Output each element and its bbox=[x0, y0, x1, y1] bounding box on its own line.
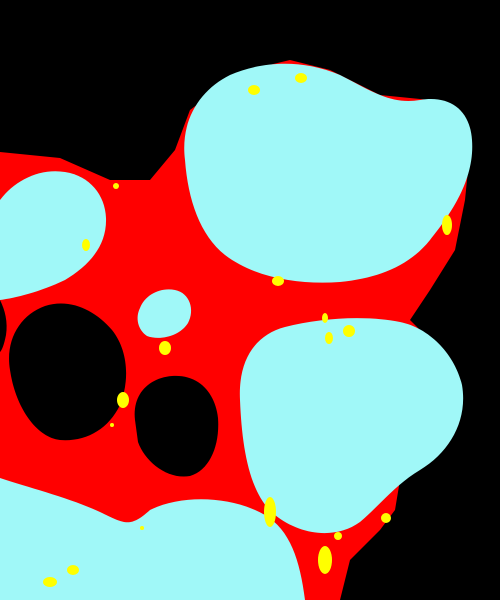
marker-spot bbox=[67, 565, 79, 575]
marker-spot bbox=[43, 577, 57, 587]
marker-spot bbox=[343, 325, 355, 337]
marker-spot bbox=[82, 239, 90, 251]
marker-spot bbox=[117, 392, 129, 408]
marker-spot bbox=[272, 276, 284, 286]
marker-spot bbox=[295, 73, 307, 83]
marker-spot bbox=[264, 497, 276, 527]
marker-spot bbox=[248, 85, 260, 95]
marker-spot bbox=[322, 313, 328, 323]
marker-spot bbox=[442, 215, 452, 235]
marker-spot bbox=[113, 183, 119, 189]
marker-spot bbox=[110, 423, 114, 427]
marker-spot bbox=[381, 513, 391, 523]
marker-spot bbox=[325, 332, 333, 344]
marker-spot bbox=[318, 546, 332, 574]
marker-spot bbox=[140, 526, 144, 530]
marker-spot bbox=[159, 341, 171, 355]
marker-spot bbox=[334, 532, 342, 540]
